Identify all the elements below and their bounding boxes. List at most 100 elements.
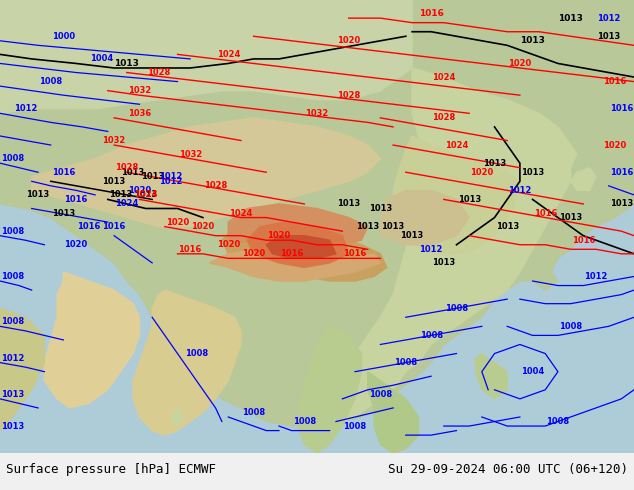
Text: 1024: 1024 — [432, 73, 455, 81]
Polygon shape — [266, 236, 336, 258]
Text: 1016: 1016 — [534, 209, 557, 218]
Text: 1013: 1013 — [27, 191, 49, 199]
Text: 1032: 1032 — [306, 109, 328, 118]
Polygon shape — [476, 354, 507, 399]
Text: 1013: 1013 — [483, 159, 506, 168]
Text: 1016: 1016 — [610, 104, 633, 113]
Polygon shape — [0, 308, 44, 431]
Text: 1016: 1016 — [77, 222, 100, 231]
Text: 1008: 1008 — [420, 331, 443, 340]
Text: 1024: 1024 — [134, 191, 157, 199]
Text: 1013: 1013 — [458, 195, 481, 204]
Text: 1013: 1013 — [1, 390, 24, 399]
Text: 1028: 1028 — [115, 163, 138, 172]
Text: 1012: 1012 — [160, 172, 183, 181]
Polygon shape — [0, 0, 634, 426]
Text: 1008: 1008 — [1, 318, 24, 326]
Text: 1020: 1020 — [217, 240, 240, 249]
Text: 1016: 1016 — [572, 236, 595, 245]
Text: 1008: 1008 — [547, 417, 569, 426]
Text: 1020: 1020 — [166, 218, 189, 226]
Text: 1013: 1013 — [134, 191, 157, 199]
Text: 1013: 1013 — [496, 222, 519, 231]
Text: 1012: 1012 — [160, 177, 183, 186]
Text: 1008: 1008 — [369, 390, 392, 399]
Text: 1013: 1013 — [559, 213, 582, 222]
Text: 1016: 1016 — [65, 195, 87, 204]
Polygon shape — [209, 249, 380, 281]
Text: 1008: 1008 — [344, 421, 366, 431]
Polygon shape — [393, 136, 520, 254]
Text: 1032: 1032 — [179, 149, 202, 159]
Text: 1008: 1008 — [39, 77, 62, 86]
Text: 1013: 1013 — [1, 421, 24, 431]
Polygon shape — [298, 326, 361, 453]
Text: 1020: 1020 — [65, 240, 87, 249]
Text: 1013: 1013 — [610, 199, 633, 208]
Polygon shape — [32, 118, 380, 226]
Text: 1020: 1020 — [604, 141, 626, 149]
Text: 1028: 1028 — [147, 68, 170, 77]
Text: 1020: 1020 — [268, 231, 290, 240]
Text: 1008: 1008 — [445, 304, 468, 313]
Polygon shape — [228, 204, 368, 245]
Polygon shape — [171, 408, 184, 426]
Text: 1008: 1008 — [185, 349, 208, 358]
Text: 1016: 1016 — [103, 222, 126, 231]
Text: 1013: 1013 — [382, 222, 404, 231]
Text: 1028: 1028 — [204, 181, 227, 190]
Text: 1013: 1013 — [109, 191, 132, 199]
Text: 1013: 1013 — [52, 209, 75, 218]
Text: 1016: 1016 — [280, 249, 303, 258]
Text: 1016: 1016 — [610, 168, 633, 177]
Text: 1008: 1008 — [1, 227, 24, 236]
Text: 1013: 1013 — [401, 231, 424, 240]
Text: 1008: 1008 — [394, 358, 417, 367]
Text: 1016: 1016 — [179, 245, 202, 254]
Text: 1024: 1024 — [445, 141, 468, 149]
Text: 1012: 1012 — [1, 354, 24, 363]
Text: 1020: 1020 — [242, 249, 265, 258]
Text: 1013: 1013 — [369, 204, 392, 213]
Text: 1012: 1012 — [420, 245, 443, 254]
Text: 1000: 1000 — [52, 32, 75, 41]
Text: 1028: 1028 — [432, 113, 455, 122]
Text: 1004: 1004 — [90, 54, 113, 63]
Text: 1020: 1020 — [470, 168, 493, 177]
Text: 1024: 1024 — [115, 199, 138, 208]
Text: 1012: 1012 — [14, 104, 37, 113]
Text: 1013: 1013 — [122, 168, 145, 177]
Text: 1020: 1020 — [508, 59, 531, 68]
Polygon shape — [317, 68, 571, 421]
Polygon shape — [558, 145, 577, 172]
Polygon shape — [514, 181, 539, 218]
Polygon shape — [133, 290, 241, 435]
Text: 1013: 1013 — [141, 172, 164, 181]
Text: Surface pressure [hPa] ECMWF: Surface pressure [hPa] ECMWF — [6, 463, 216, 476]
Text: 1020: 1020 — [191, 222, 214, 231]
Text: 1008: 1008 — [1, 272, 24, 281]
Text: 1008: 1008 — [293, 417, 316, 426]
Polygon shape — [247, 222, 349, 268]
Text: 1013: 1013 — [520, 36, 545, 45]
Text: 1012: 1012 — [585, 272, 607, 281]
Polygon shape — [571, 168, 596, 191]
Text: 1016: 1016 — [52, 168, 75, 177]
Text: 1032: 1032 — [128, 86, 151, 95]
Text: Su 29-09-2024 06:00 UTC (06+120): Su 29-09-2024 06:00 UTC (06+120) — [387, 463, 628, 476]
Text: 1008: 1008 — [559, 322, 582, 331]
Text: 1032: 1032 — [103, 136, 126, 145]
Polygon shape — [380, 191, 469, 245]
Text: 1013: 1013 — [432, 258, 455, 268]
Polygon shape — [222, 222, 387, 281]
Polygon shape — [44, 272, 139, 408]
Text: 1020: 1020 — [128, 186, 151, 195]
Text: 1013: 1013 — [103, 177, 126, 186]
Text: 1013: 1013 — [114, 59, 139, 68]
Polygon shape — [0, 0, 412, 113]
Text: 1013: 1013 — [356, 222, 379, 231]
Text: 1016: 1016 — [604, 77, 626, 86]
Text: 1008: 1008 — [242, 408, 265, 417]
Text: 1012: 1012 — [597, 14, 620, 23]
Text: 1013: 1013 — [558, 14, 583, 23]
